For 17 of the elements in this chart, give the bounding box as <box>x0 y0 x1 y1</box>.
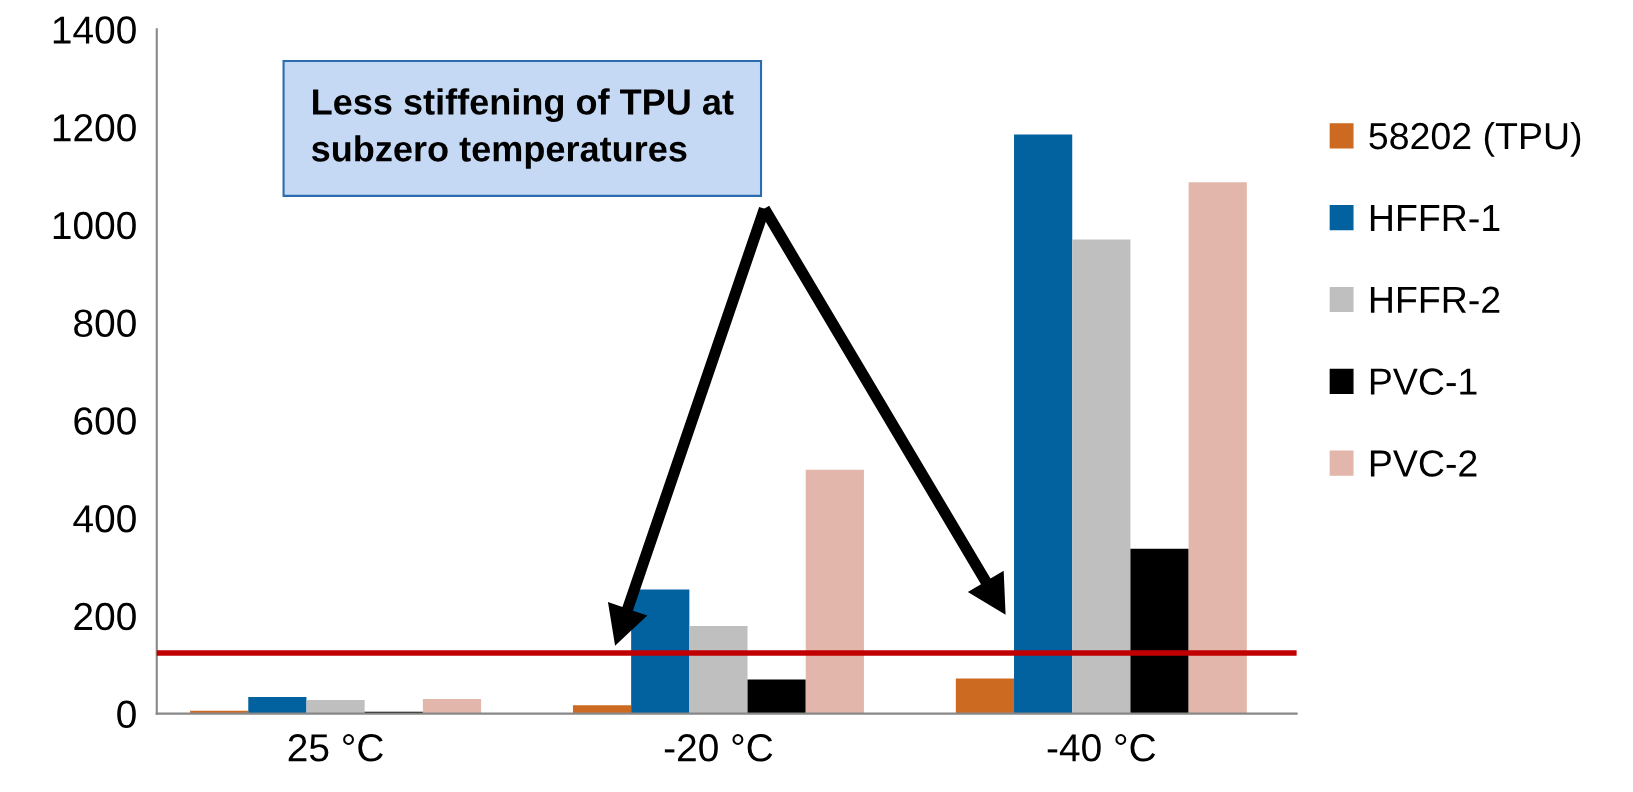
y-tick-label: 400 <box>73 505 136 533</box>
y-tick-label: 1000 <box>53 211 136 240</box>
legend-label: 58202 (TPU) <box>1369 121 1581 157</box>
x-tick-label: -20 °C <box>664 734 773 762</box>
y-tick-label: 1400 <box>53 16 136 44</box>
y-tick-label: 600 <box>74 407 136 435</box>
legend-label: PVC-1 <box>1370 368 1477 395</box>
x-tick-label: -40 °C <box>1047 734 1156 762</box>
legend-label: HFFR-1 <box>1370 205 1500 231</box>
legend-label: PVC-2 <box>1370 450 1477 477</box>
annotation: Less stiffening of TPU at subzero temperatures <box>311 88 734 169</box>
y-tick-label: 200 <box>74 602 136 631</box>
y-tick-label: 0 <box>117 700 136 729</box>
x-tick-label: 25 °C <box>288 734 383 762</box>
y-tick-label: 800 <box>74 309 136 338</box>
legend-label: HFFR-2 <box>1370 286 1500 313</box>
y-tick-label: 1200 <box>53 114 136 142</box>
